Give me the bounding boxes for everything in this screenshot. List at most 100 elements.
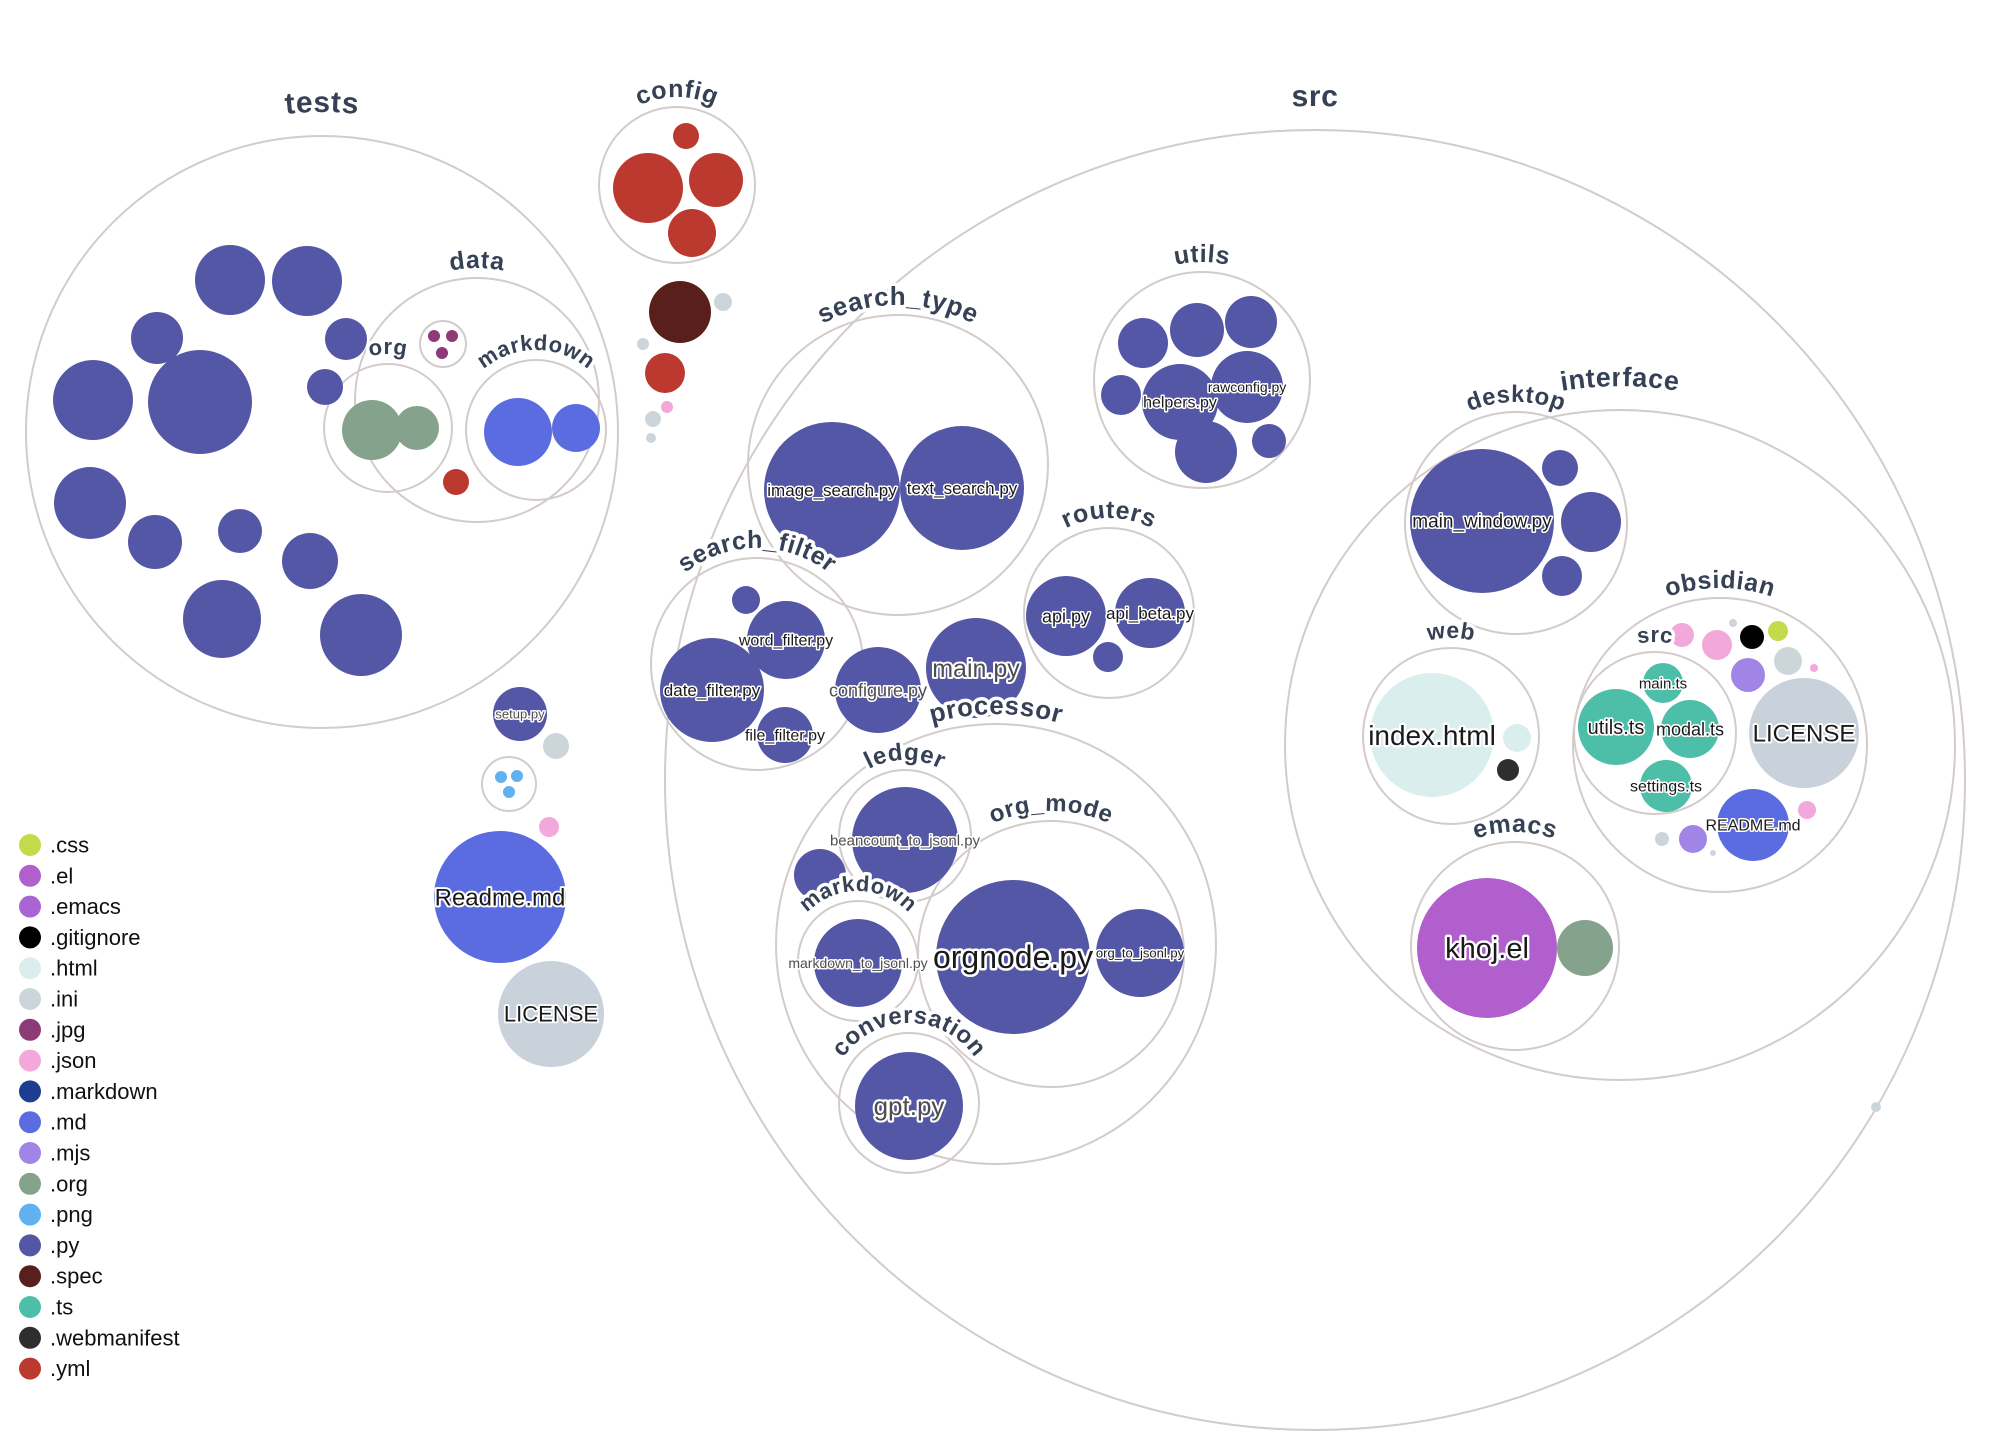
file-circle-date_filter.py[interactable] xyxy=(660,638,764,742)
folder-circle-conversation[interactable] xyxy=(838,1032,980,1174)
file-circle-yml[interactable] xyxy=(443,469,469,495)
folder-circle-search_type[interactable] xyxy=(747,314,1049,616)
folder-circle-org_mode[interactable] xyxy=(917,820,1185,1088)
file-circle-jpg[interactable] xyxy=(428,330,440,342)
file-circle-png[interactable] xyxy=(511,770,523,782)
file-circle-settings.ts[interactable] xyxy=(1640,760,1692,812)
folder-circle-routers[interactable] xyxy=(1023,527,1195,699)
file-circle-py[interactable] xyxy=(325,318,367,360)
folder-circle-web[interactable] xyxy=(1362,647,1540,825)
file-circle-helpers.py[interactable] xyxy=(1142,364,1218,440)
file-circle-file_filter.py[interactable] xyxy=(757,707,813,763)
file-circle-README.md[interactable] xyxy=(1717,789,1789,861)
file-circle-ini[interactable] xyxy=(543,733,569,759)
file-circle-py[interactable] xyxy=(1542,556,1582,596)
file-circle-ini[interactable] xyxy=(645,411,661,427)
file-circle-py[interactable] xyxy=(128,515,182,569)
file-circle-webmanifest[interactable] xyxy=(1497,759,1519,781)
folder-circle-org[interactable] xyxy=(323,363,453,493)
folder-circle-tests[interactable] xyxy=(25,135,619,729)
file-circle-py[interactable] xyxy=(732,586,760,614)
file-circle-ini[interactable] xyxy=(1729,619,1737,627)
folder-circle-unnamed[interactable] xyxy=(419,320,467,368)
file-circle-LICENSE[interactable] xyxy=(498,961,604,1067)
file-circle-khoj.el[interactable] xyxy=(1417,878,1557,1018)
file-circle-setup.py[interactable] xyxy=(493,687,547,741)
file-circle-png[interactable] xyxy=(503,786,515,798)
file-circle-mjs[interactable] xyxy=(1679,825,1707,853)
file-circle-py[interactable] xyxy=(794,849,846,901)
file-circle-yml[interactable] xyxy=(613,153,683,223)
folder-circle-unnamed[interactable] xyxy=(481,756,537,812)
file-circle-main_window.py[interactable] xyxy=(1410,449,1554,593)
file-circle-py[interactable] xyxy=(1170,303,1224,357)
file-circle-spec[interactable] xyxy=(649,281,711,343)
folder-circle-ledger[interactable] xyxy=(838,769,972,903)
folder-circle-markdown[interactable] xyxy=(465,359,607,501)
file-circle-ini[interactable] xyxy=(1710,850,1716,856)
file-circle-api.py[interactable] xyxy=(1026,576,1106,656)
file-circle-md[interactable] xyxy=(552,404,600,452)
file-circle-mjs[interactable] xyxy=(1731,658,1765,692)
file-circle-py[interactable] xyxy=(1542,450,1578,486)
file-circle-css[interactable] xyxy=(1768,621,1788,641)
file-circle-ini[interactable] xyxy=(646,433,656,443)
file-circle-py[interactable] xyxy=(148,350,252,454)
file-circle-py[interactable] xyxy=(1101,375,1141,415)
folder-circle-utils[interactable] xyxy=(1093,271,1311,489)
file-circle-api_beta.py[interactable] xyxy=(1115,578,1185,648)
folder-circle-src[interactable] xyxy=(664,129,1966,1431)
file-circle-py[interactable] xyxy=(195,245,265,315)
file-circle-rawconfig.py[interactable] xyxy=(1211,351,1283,423)
file-circle-json[interactable] xyxy=(1702,630,1732,660)
file-circle-gitignore[interactable] xyxy=(1740,625,1764,649)
file-circle-Readme.md[interactable] xyxy=(434,831,566,963)
file-circle-py[interactable] xyxy=(131,312,183,364)
file-circle-yml[interactable] xyxy=(673,123,699,149)
file-circle-org[interactable] xyxy=(1557,920,1613,976)
file-circle-json[interactable] xyxy=(661,401,673,413)
folder-circle-desktop[interactable] xyxy=(1404,411,1628,635)
file-circle-word_filter.py[interactable] xyxy=(747,601,825,679)
file-circle-json[interactable] xyxy=(539,817,559,837)
folder-circle-processor[interactable] xyxy=(775,723,1217,1165)
folder-circle-emacs[interactable] xyxy=(1410,841,1620,1051)
file-circle-py[interactable] xyxy=(1225,296,1277,348)
file-circle-LICENSE[interactable] xyxy=(1749,678,1859,788)
folder-circle-src[interactable] xyxy=(1573,651,1737,815)
file-circle-main.py[interactable] xyxy=(926,618,1026,718)
file-circle-png[interactable] xyxy=(495,771,507,783)
file-circle-py[interactable] xyxy=(53,360,133,440)
file-circle-beancount_to_jsonl.py[interactable] xyxy=(852,787,958,893)
file-circle-orgnode.py[interactable] xyxy=(936,880,1090,1034)
file-circle-json[interactable] xyxy=(1798,801,1816,819)
file-circle-yml[interactable] xyxy=(689,153,743,207)
file-circle-markdown_to_jsonl.py[interactable] xyxy=(814,919,902,1007)
file-circle-py[interactable] xyxy=(218,509,262,553)
file-circle-json[interactable] xyxy=(1810,664,1818,672)
file-circle-py[interactable] xyxy=(272,246,342,316)
file-circle-py[interactable] xyxy=(1252,424,1286,458)
file-circle-org[interactable] xyxy=(342,400,402,460)
file-circle-py[interactable] xyxy=(1118,318,1168,368)
file-circle-py[interactable] xyxy=(320,594,402,676)
folder-circle-config[interactable] xyxy=(598,106,756,264)
file-circle-main.ts[interactable] xyxy=(1643,663,1683,703)
folder-circle-interface[interactable] xyxy=(1284,409,1956,1081)
file-circle-index.html[interactable] xyxy=(1370,673,1494,797)
file-circle-png[interactable] xyxy=(1649,631,1661,643)
file-circle-py[interactable] xyxy=(54,467,126,539)
file-circle-ini[interactable] xyxy=(637,338,649,350)
file-circle-html[interactable] xyxy=(1503,724,1531,752)
file-circle-ini[interactable] xyxy=(1655,832,1669,846)
file-circle-py[interactable] xyxy=(1093,642,1123,672)
file-circle-gpt.py[interactable] xyxy=(855,1052,963,1160)
file-circle-image_search.py[interactable] xyxy=(764,422,900,558)
file-circle-ini[interactable] xyxy=(1774,647,1802,675)
file-circle-py[interactable] xyxy=(282,533,338,589)
file-circle-jpg[interactable] xyxy=(436,347,448,359)
file-circle-py[interactable] xyxy=(1175,421,1237,483)
file-circle-org_to_jsonl.py[interactable] xyxy=(1096,909,1184,997)
file-circle-json[interactable] xyxy=(1670,623,1694,647)
file-circle-text_search.py[interactable] xyxy=(900,426,1024,550)
